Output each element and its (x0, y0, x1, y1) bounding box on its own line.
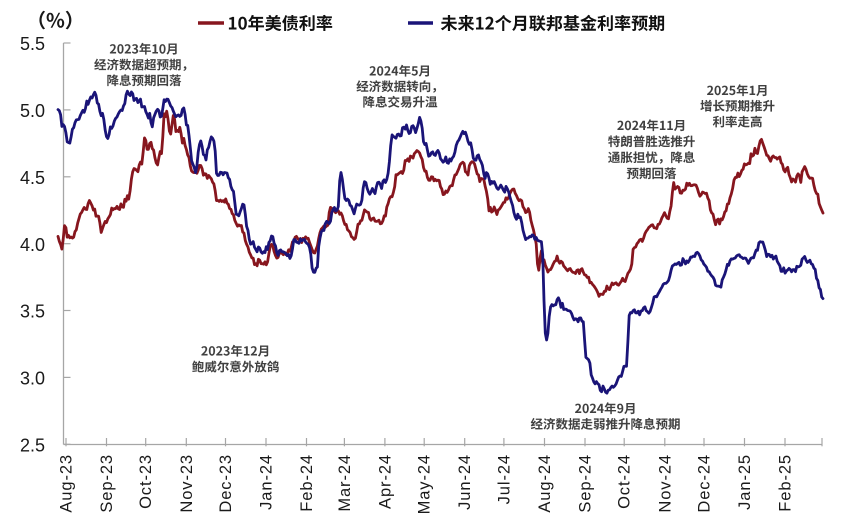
svg-text:Jul-24: Jul-24 (495, 454, 513, 504)
svg-text:Oct-24: Oct-24 (616, 454, 634, 509)
svg-text:Sep-23: Sep-23 (98, 454, 116, 513)
svg-text:Sep-24: Sep-24 (577, 454, 595, 513)
svg-text:Aug-24: Aug-24 (536, 454, 554, 513)
svg-text:Jan-25: Jan-25 (736, 454, 754, 510)
svg-text:Mar-24: Mar-24 (336, 454, 354, 512)
svg-text:3.0: 3.0 (20, 369, 45, 389)
svg-text:Jun-24: Jun-24 (456, 454, 474, 510)
svg-text:Nov-23: Nov-23 (178, 454, 196, 513)
svg-text:May-24: May-24 (416, 454, 434, 514)
svg-text:Aug-23: Aug-23 (58, 454, 76, 513)
svg-text:Nov-24: Nov-24 (656, 454, 674, 513)
svg-text:4.5: 4.5 (20, 168, 45, 188)
svg-text:3.5: 3.5 (20, 302, 45, 322)
svg-text:Dec-23: Dec-23 (217, 454, 235, 513)
svg-text:Apr-24: Apr-24 (376, 454, 394, 509)
svg-text:Dec-24: Dec-24 (696, 454, 714, 513)
svg-text:Oct-23: Oct-23 (137, 454, 155, 509)
svg-text:2.5: 2.5 (20, 436, 45, 456)
svg-text:Feb-25: Feb-25 (777, 454, 795, 512)
svg-text:5.0: 5.0 (20, 101, 45, 121)
svg-text:5.5: 5.5 (20, 34, 45, 54)
svg-text:Feb-24: Feb-24 (298, 454, 316, 512)
svg-text:Jan-24: Jan-24 (258, 454, 276, 510)
svg-text:4.0: 4.0 (20, 235, 45, 255)
